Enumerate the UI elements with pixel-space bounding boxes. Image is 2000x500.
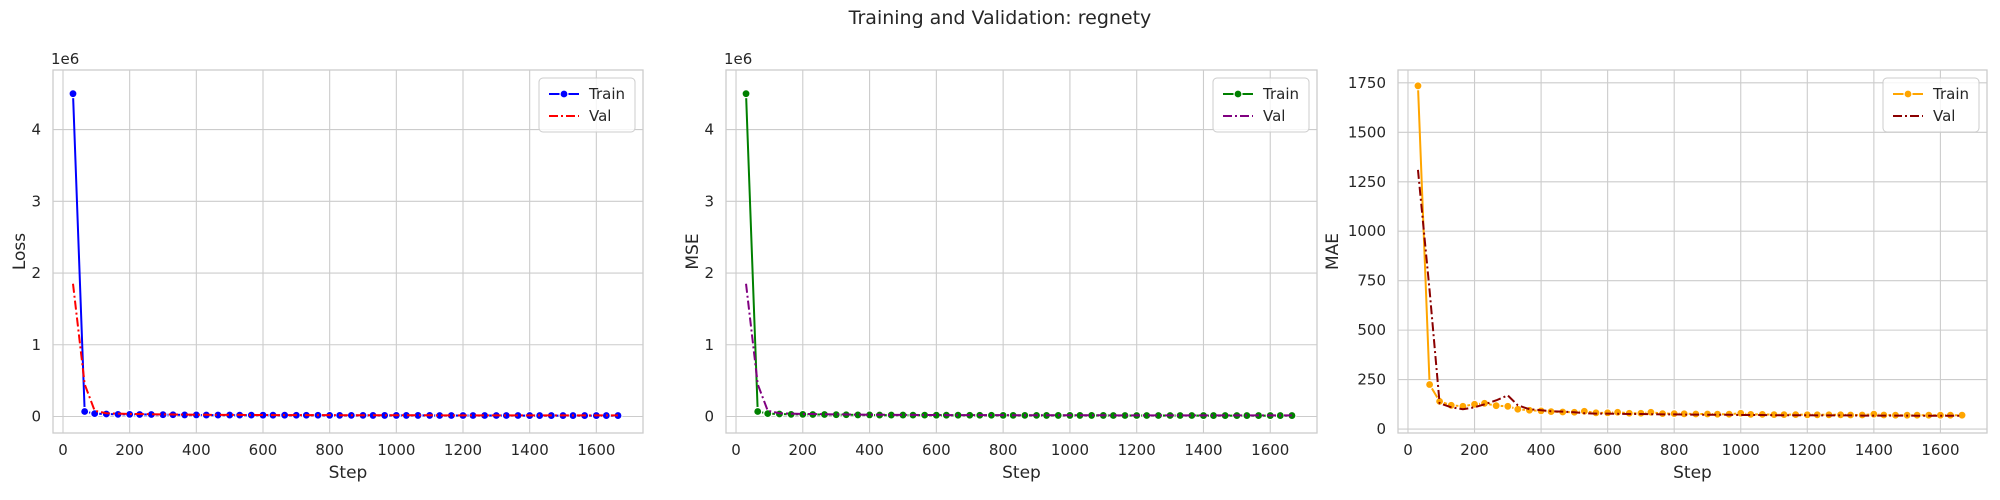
legend-label: Train: [1262, 85, 1299, 103]
data-point: [1491, 401, 1501, 411]
data-point: [1413, 81, 1423, 91]
x-tick-label: 1000: [377, 441, 415, 459]
legend-label: Val: [589, 107, 611, 125]
y-axis-label: MAE: [1323, 233, 1343, 270]
chart-panel-3: 0 200 400 600 800 1000 1200 1400 1600 0 250 500 750 1…: [1323, 69, 1988, 483]
series-line-val: [745, 283, 1292, 417]
chart-panel-1: 0 200 400 600 800 1000 1200 1400 1600 0 1 2 3 4 1e6 Ste…: [10, 50, 644, 483]
legend-marker: [559, 89, 569, 99]
data-point: [68, 89, 78, 99]
x-tick-label: 0: [1403, 441, 1413, 459]
data-point: [1957, 410, 1967, 420]
x-tick-label: 400: [182, 441, 211, 459]
y-tick-label: 1: [704, 336, 714, 354]
x-tick-label: 1400: [511, 441, 549, 459]
data-point: [798, 409, 808, 419]
legend-marker: [1903, 89, 1913, 99]
x-tick-label: 0: [58, 441, 68, 459]
x-tick-label: 200: [115, 441, 144, 459]
legend-marker: [1233, 89, 1243, 99]
y-tick-label: 0: [31, 408, 41, 426]
legend-label: Train: [588, 85, 625, 103]
x-tick-label: 1200: [1118, 441, 1156, 459]
x-tick-label: 800: [315, 441, 344, 459]
y-tick-label: 1500: [1348, 123, 1386, 141]
data-point: [741, 89, 751, 99]
y-tick-label: 2: [31, 264, 41, 282]
data-point: [1513, 404, 1523, 414]
x-tick-label: 600: [249, 441, 278, 459]
x-tick-label: 600: [1593, 441, 1622, 459]
y-tick-label: 0: [704, 408, 714, 426]
data-point: [1579, 406, 1589, 416]
y-offset-label: 1e6: [724, 50, 752, 68]
y-tick-label: 1250: [1348, 173, 1386, 191]
x-tick-label: 400: [855, 441, 884, 459]
data-point: [1869, 409, 1879, 419]
figure-title: Training and Validation: regnety: [848, 7, 1152, 29]
data-point: [1425, 379, 1435, 390]
series-group: [741, 89, 1297, 421]
y-tick-label: 750: [1357, 272, 1386, 290]
y-axis-label: Loss: [10, 233, 30, 270]
y-tick-label: 0: [1376, 420, 1386, 438]
legend-label: Val: [1933, 107, 1955, 125]
x-tick-label: 1600: [1921, 441, 1959, 459]
y-tick-label: 2: [704, 264, 714, 282]
data-point: [753, 406, 763, 417]
x-axis-label: Step: [1002, 463, 1041, 483]
series-group: [68, 89, 623, 421]
y-tick-label: 1000: [1348, 222, 1386, 240]
y-offset-label: 1e6: [51, 50, 79, 68]
data-point: [80, 406, 90, 417]
y-tick-label: 4: [31, 121, 41, 139]
legend: Train Val: [538, 77, 636, 133]
legend-label: Train: [1932, 85, 1969, 103]
chart-panel-2: 0 200 400 600 800 1000 1200 1400 1600 0 1 2 3 4 1e6 Ste…: [683, 50, 1318, 483]
x-tick-label: 200: [788, 441, 817, 459]
x-tick-label: 200: [1460, 441, 1489, 459]
series-line-val: [1416, 169, 1963, 417]
x-axis-label: Step: [329, 463, 368, 483]
data-point: [1613, 407, 1623, 417]
x-tick-label: 1200: [1788, 441, 1826, 459]
data-point: [953, 410, 963, 420]
x-tick-label: 1400: [1184, 441, 1222, 459]
y-tick-label: 250: [1357, 371, 1386, 389]
x-tick-label: 800: [989, 441, 1018, 459]
x-tick-label: 1000: [1051, 441, 1089, 459]
x-tick-label: 1000: [1722, 441, 1760, 459]
x-tick-label: 1200: [444, 441, 482, 459]
legend: Train Val: [1212, 77, 1310, 133]
y-tick-label: 500: [1357, 321, 1386, 339]
y-tick-label: 4: [704, 121, 714, 139]
series-group: [1413, 81, 1967, 420]
x-tick-label: 1600: [1251, 441, 1289, 459]
legend: Train Val: [1882, 77, 1980, 133]
x-tick-label: 1400: [1855, 441, 1893, 459]
y-tick-label: 3: [31, 192, 41, 210]
y-tick-label: 3: [704, 192, 714, 210]
y-axis-label: MSE: [683, 233, 703, 269]
x-tick-label: 1600: [577, 441, 615, 459]
x-axis-label: Step: [1673, 463, 1712, 483]
x-tick-label: 0: [731, 441, 741, 459]
x-tick-label: 600: [922, 441, 951, 459]
x-tick-label: 400: [1527, 441, 1556, 459]
y-tick-label: 1750: [1348, 74, 1386, 92]
y-tick-label: 1: [31, 336, 41, 354]
data-point: [1503, 401, 1513, 411]
data-point: [1736, 408, 1746, 418]
legend-label: Val: [1263, 107, 1285, 125]
x-tick-label: 800: [1660, 441, 1689, 459]
series-line-val: [72, 283, 618, 417]
